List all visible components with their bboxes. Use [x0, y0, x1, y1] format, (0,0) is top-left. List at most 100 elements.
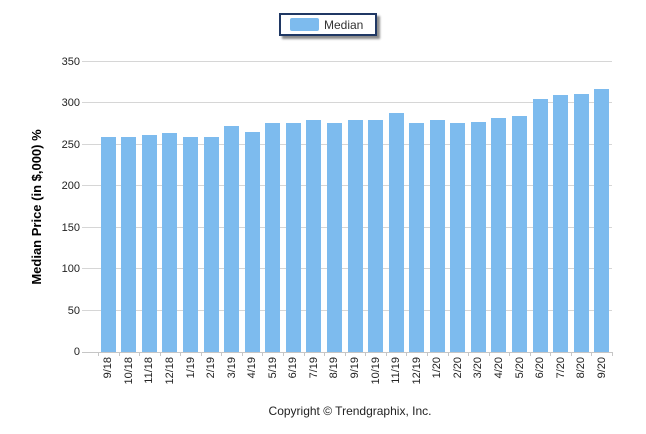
- bar-slot-5/19: [263, 62, 284, 352]
- bar-12/19[interactable]: [409, 123, 425, 352]
- y-tick-label-150: 150: [61, 221, 80, 234]
- bar-11/18[interactable]: [141, 134, 157, 352]
- x-tick-label-3/19: 3/19: [225, 357, 238, 379]
- x-axis-tick: [468, 352, 470, 356]
- legend-label: Median: [324, 17, 364, 32]
- x-label-slot: 11/19: [386, 357, 407, 407]
- x-tick-label-7/19: 7/19: [307, 357, 320, 379]
- x-label-slot: 10/19: [365, 357, 386, 407]
- bar-slot-11/18: [139, 62, 160, 352]
- x-axis-line: [82, 352, 612, 353]
- bar-slot-2/19: [201, 62, 222, 352]
- bar-slot-8/20: [571, 62, 592, 352]
- bar-5/19[interactable]: [265, 123, 281, 352]
- bar-slot-7/20: [550, 62, 571, 352]
- bar-4/20[interactable]: [491, 117, 507, 352]
- bar-2/19[interactable]: [203, 137, 219, 352]
- gridline-200: [82, 185, 612, 187]
- legend-box: Median: [279, 13, 378, 36]
- x-tick-label-12/18: 12/18: [163, 357, 176, 385]
- x-label-slot: 7/19: [304, 357, 325, 407]
- bar-10/18[interactable]: [121, 136, 137, 352]
- x-label-slot: 12/18: [160, 357, 181, 407]
- bar-slot-9/18: [98, 62, 119, 352]
- bar-9/19[interactable]: [347, 120, 363, 352]
- x-tick-label-6/19: 6/19: [287, 357, 300, 379]
- bar-6/19[interactable]: [285, 123, 301, 352]
- bar-9/20[interactable]: [594, 88, 610, 352]
- x-axis-tick-labels: 9/18 10/18 11/18 12/18 1/19 2/19 3/19 4/19 5/19 6…: [98, 357, 612, 407]
- bar-9/18[interactable]: [100, 136, 116, 352]
- bar-7/20[interactable]: [553, 95, 569, 352]
- bar-4/19[interactable]: [244, 131, 260, 352]
- bar-8/20[interactable]: [573, 93, 589, 352]
- x-tick-label-10/19: 10/19: [369, 357, 382, 385]
- x-axis-tick: [262, 352, 264, 356]
- y-tick-label-300: 300: [61, 97, 80, 110]
- x-axis-tick: [570, 352, 572, 356]
- x-tick-label-9/19: 9/19: [349, 357, 362, 379]
- x-axis-tick: [221, 352, 223, 356]
- x-tick-label-6/20: 6/20: [534, 357, 547, 379]
- bar-slot-12/18: [160, 62, 181, 352]
- bar-slot-7/19: [304, 62, 325, 352]
- bar-slot-11/19: [386, 62, 407, 352]
- bar-slot-4/19: [242, 62, 263, 352]
- x-tick-label-7/20: 7/20: [554, 357, 567, 379]
- x-axis-tick: [303, 352, 305, 356]
- x-label-slot: 10/18: [119, 357, 140, 407]
- y-tick-label-0: 0: [73, 346, 80, 358]
- bar-12/18[interactable]: [162, 133, 178, 352]
- bar-3/20[interactable]: [470, 121, 486, 352]
- x-label-slot: 4/20: [489, 357, 510, 407]
- x-label-slot: 12/19: [406, 357, 427, 407]
- bar-slot-3/20: [468, 62, 489, 352]
- x-label-slot: 7/20: [550, 357, 571, 407]
- x-axis-tick: [98, 352, 99, 356]
- x-label-slot: 6/19: [283, 357, 304, 407]
- bar-10/19[interactable]: [368, 120, 384, 352]
- plot-area: [82, 61, 613, 356]
- x-tick-label-1/19: 1/19: [184, 357, 197, 379]
- gridline-100: [82, 268, 612, 270]
- legend-swatch-median: [290, 18, 319, 31]
- bar-slot-10/19: [365, 62, 386, 352]
- x-axis-tick: [509, 352, 511, 356]
- footer-copyright: Copyright © Trendgraphix, Inc.: [268, 404, 432, 418]
- bar-slot-12/19: [406, 62, 427, 352]
- bar-11/19[interactable]: [388, 112, 404, 352]
- bar-6/20[interactable]: [532, 99, 548, 352]
- bar-slot-9/19: [345, 62, 366, 352]
- x-axis-tick: [529, 352, 531, 356]
- bar-1/19[interactable]: [183, 136, 199, 352]
- y-tick-label-100: 100: [61, 263, 80, 276]
- x-label-slot: 1/20: [427, 357, 448, 407]
- bar-2/20[interactable]: [450, 123, 466, 352]
- bar-slot-4/20: [489, 62, 510, 352]
- x-axis-tick: [283, 352, 285, 356]
- x-axis-tick: [241, 352, 243, 356]
- x-label-slot: 2/19: [201, 357, 222, 407]
- bar-8/19[interactable]: [326, 122, 342, 352]
- x-tick-label-11/18: 11/18: [143, 357, 156, 384]
- bar-7/19[interactable]: [306, 120, 322, 352]
- x-axis-tick: [118, 352, 120, 356]
- bar-3/19[interactable]: [224, 125, 240, 352]
- x-axis-tick: [344, 352, 346, 356]
- x-label-slot: 2/20: [448, 357, 469, 407]
- x-label-slot: 3/19: [221, 357, 242, 407]
- x-tick-label-2/20: 2/20: [451, 357, 464, 379]
- x-label-slot: 3/20: [468, 357, 489, 407]
- bar-1/20[interactable]: [429, 120, 445, 352]
- y-tick-label-200: 200: [61, 180, 80, 193]
- y-axis-tick-labels: 0 50 100 150 200 250 300 350: [0, 0, 80, 434]
- x-axis-tick: [385, 352, 387, 356]
- x-tick-label-8/19: 8/19: [328, 357, 341, 379]
- x-label-slot: 8/20: [571, 357, 592, 407]
- bar-slot-1/19: [180, 62, 201, 352]
- x-label-slot: 9/18: [98, 357, 119, 407]
- bar-5/20[interactable]: [512, 115, 528, 352]
- gridline-250: [82, 143, 612, 145]
- x-tick-label-1/20: 1/20: [431, 357, 444, 379]
